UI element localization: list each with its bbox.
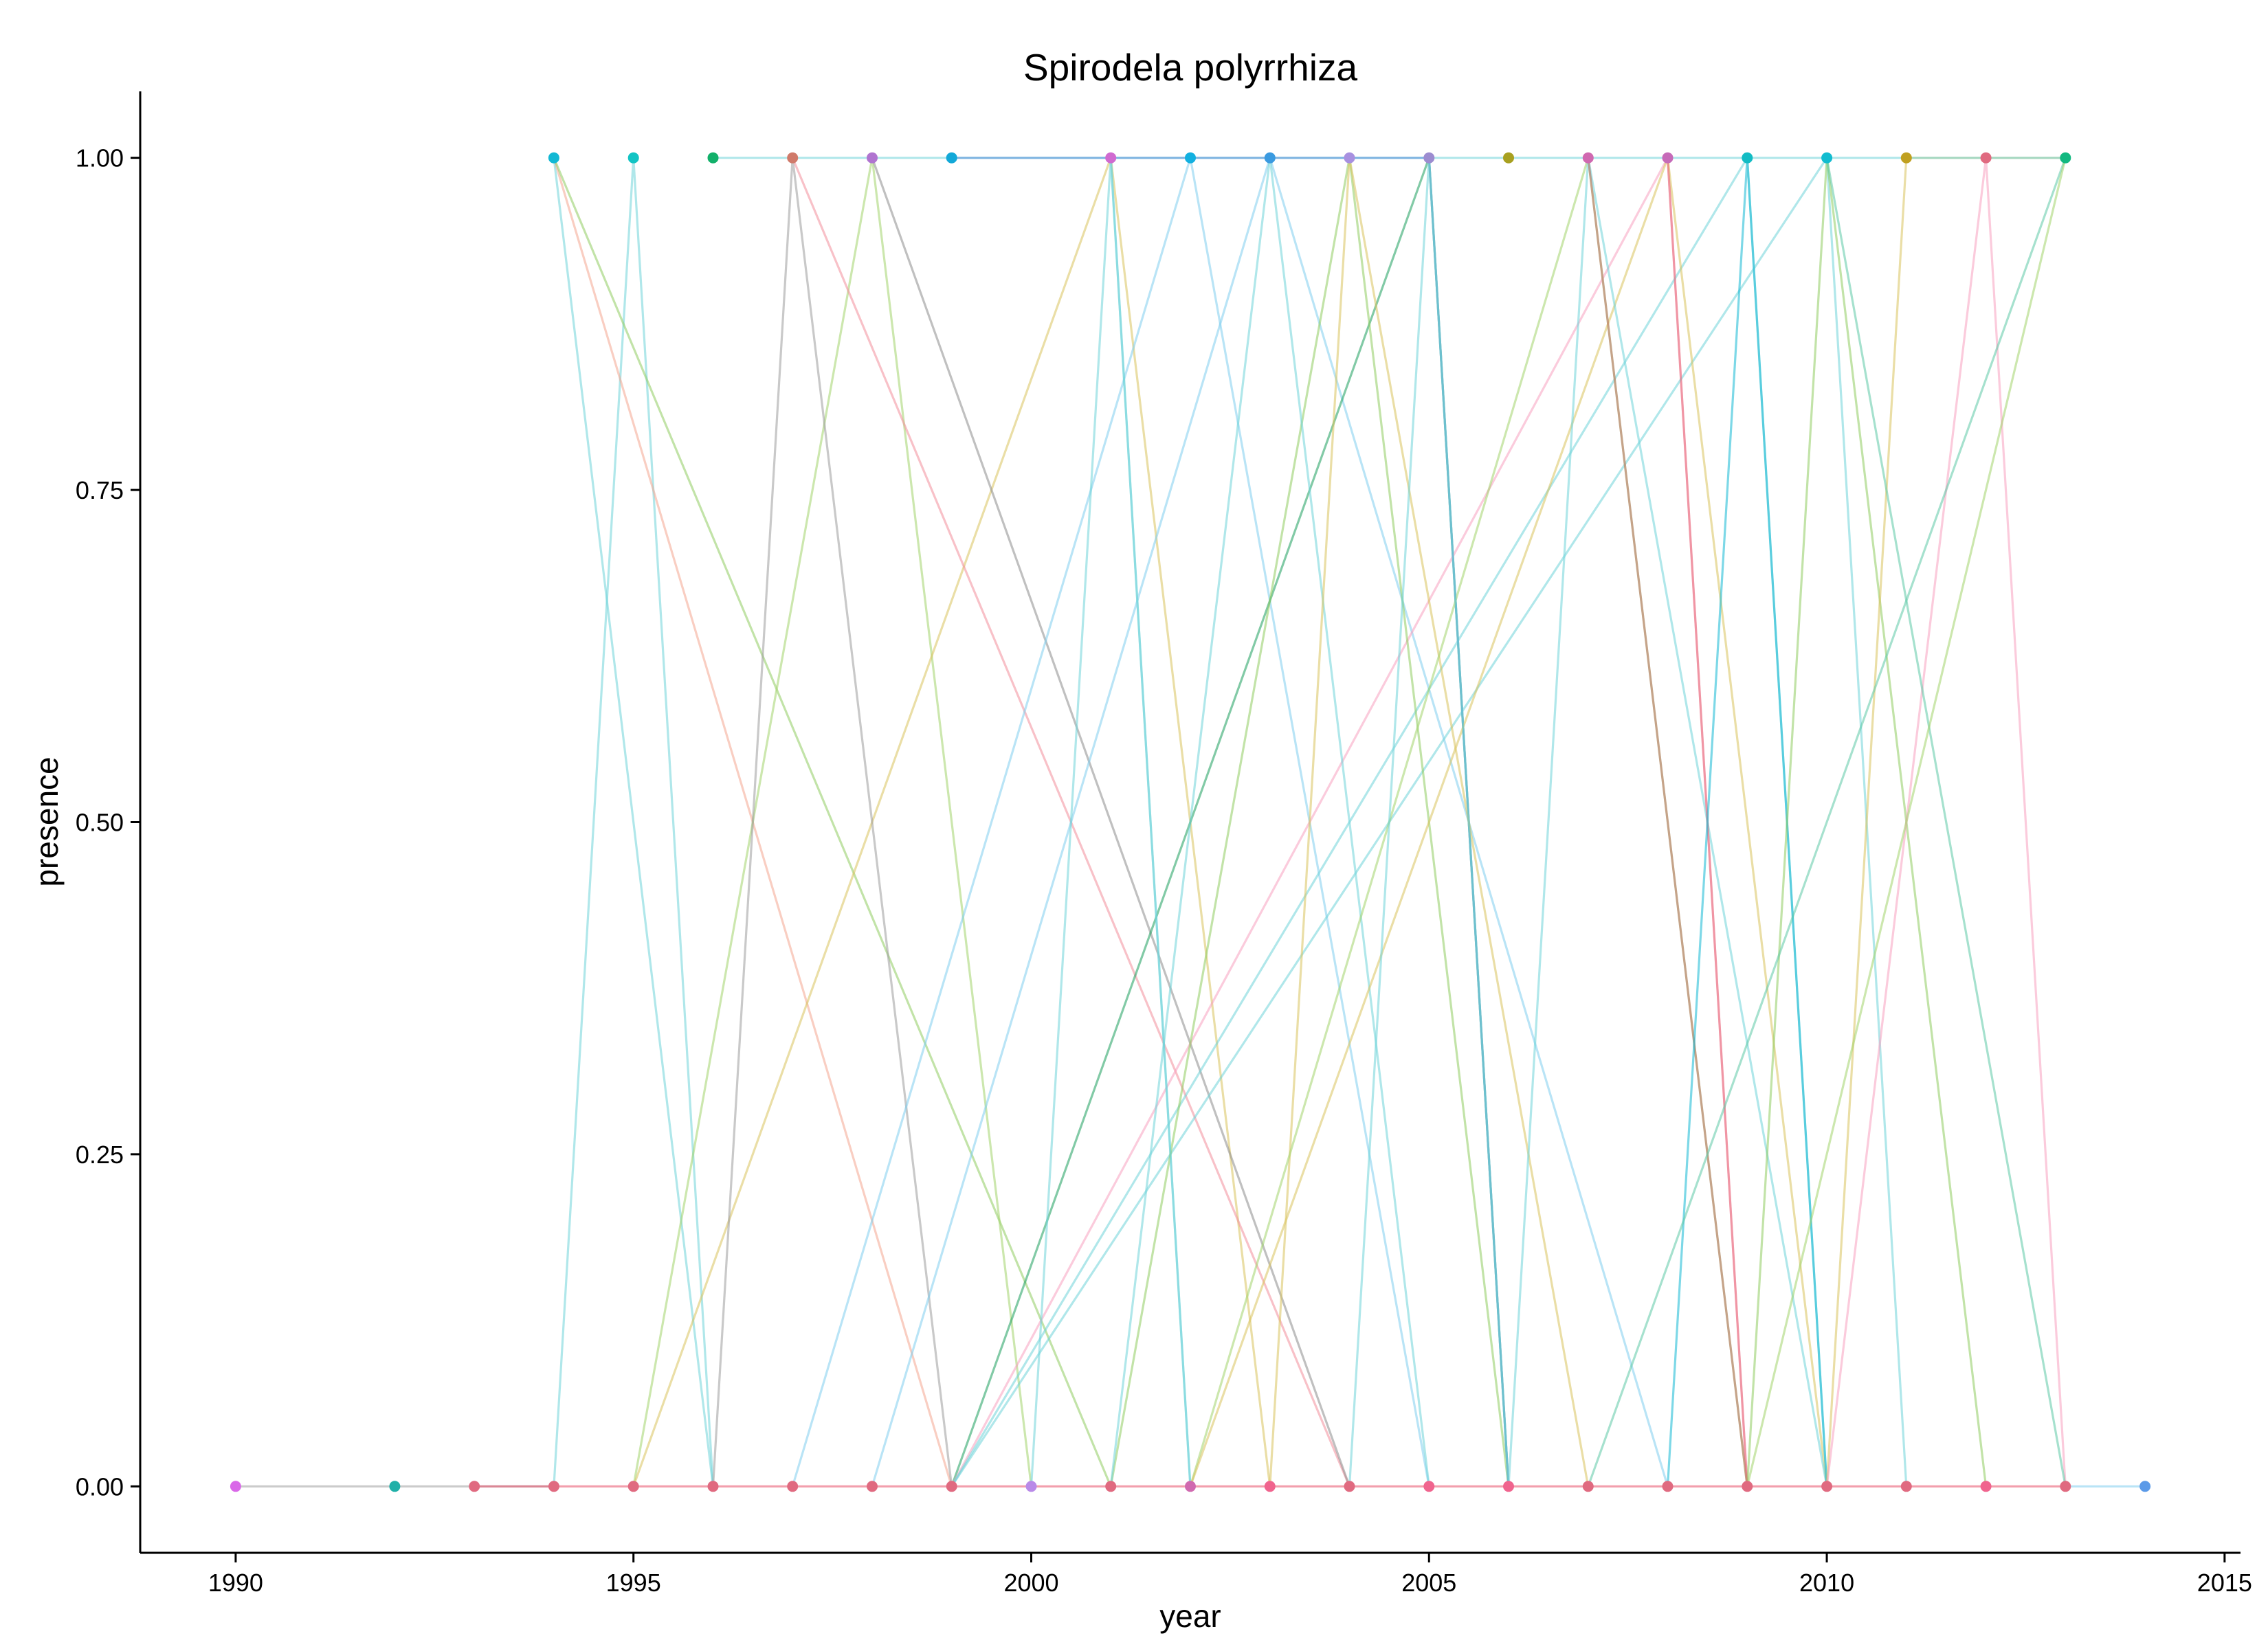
series-lines bbox=[234, 157, 2146, 1488]
series-line-4 bbox=[553, 157, 1112, 1488]
data-point-1998-absent bbox=[867, 1481, 878, 1492]
data-point-2010-absent bbox=[1821, 1481, 1833, 1492]
data-point-1995-absent bbox=[627, 1481, 639, 1492]
data-point-2012-present bbox=[1980, 152, 1992, 164]
data-point-2011-absent bbox=[1900, 1481, 1912, 1492]
x-axis-ticks: 1990 1995 2000 2005 2010 2015 bbox=[208, 1553, 2252, 1597]
x-tick-label-1990: 1990 bbox=[208, 1569, 263, 1597]
series-line-22 bbox=[1189, 157, 1828, 1488]
data-point-2011-present bbox=[1900, 152, 1912, 164]
data-point-1992-absent bbox=[389, 1481, 401, 1492]
data-point-1999-absent bbox=[946, 1481, 957, 1492]
data-point-2004-present bbox=[1344, 152, 1355, 164]
x-tick-label-2000: 2000 bbox=[1003, 1569, 1058, 1597]
x-tick-label-2010: 2010 bbox=[1799, 1569, 1854, 1597]
data-point-1994-present bbox=[548, 152, 559, 164]
data-point-2001-present bbox=[1105, 152, 1117, 164]
data-point-2009-present bbox=[1742, 152, 1753, 164]
data-point-2007-present bbox=[1582, 152, 1594, 164]
data-point-1997-absent bbox=[787, 1481, 799, 1492]
data-point-1997-present bbox=[787, 152, 799, 164]
y-tick-label-1.00: 1.00 bbox=[76, 144, 124, 172]
y-tick-label-0.25: 0.25 bbox=[76, 1141, 124, 1169]
y-tick-label-0.00: 0.00 bbox=[76, 1472, 124, 1501]
data-point-2002-absent bbox=[1185, 1481, 1196, 1492]
data-point-2005-present bbox=[1423, 152, 1435, 164]
x-tick-label-2005: 2005 bbox=[1401, 1569, 1456, 1597]
series-line-31 bbox=[1109, 157, 1192, 1488]
y-axis-ticks: 0.00 0.25 0.50 0.75 1.00 bbox=[76, 144, 140, 1501]
data-point-2003-absent bbox=[1264, 1481, 1276, 1492]
y-tick-label-0.50: 0.50 bbox=[76, 809, 124, 837]
data-point-2013-absent bbox=[2060, 1481, 2071, 1492]
data-point-2001-absent bbox=[1105, 1481, 1117, 1492]
data-points bbox=[230, 152, 2151, 1492]
data-point-2002-present bbox=[1185, 152, 1196, 164]
data-point-2005-absent bbox=[1423, 1481, 1435, 1492]
series-line-1 bbox=[553, 157, 715, 1488]
y-axis-title: presence bbox=[29, 756, 65, 886]
data-point-1990-absent bbox=[230, 1481, 241, 1492]
data-point-1998-present bbox=[867, 152, 878, 164]
data-point-2014-absent bbox=[2139, 1481, 2151, 1492]
x-tick-label-1995: 1995 bbox=[606, 1569, 661, 1597]
data-point-2003-present bbox=[1264, 152, 1276, 164]
data-point-2010-present bbox=[1821, 152, 1833, 164]
data-point-2008-absent bbox=[1662, 1481, 1674, 1492]
data-point-1994-absent bbox=[548, 1481, 559, 1492]
data-point-2013-present bbox=[2060, 152, 2071, 164]
data-point-2008-present bbox=[1662, 152, 1674, 164]
data-point-2000-absent bbox=[1025, 1481, 1037, 1492]
y-tick-label-0.75: 0.75 bbox=[76, 476, 124, 504]
data-point-1999-present bbox=[946, 152, 957, 164]
data-point-1996-present bbox=[707, 152, 719, 164]
data-point-1996-absent bbox=[707, 1481, 719, 1492]
series-line-9 bbox=[871, 157, 1351, 1488]
series-line-34 bbox=[1746, 157, 2067, 1488]
series-line-32 bbox=[1587, 157, 2067, 1488]
x-tick-label-2015: 2015 bbox=[2197, 1569, 2252, 1597]
series-line-18 bbox=[1109, 157, 1430, 1488]
data-point-2006-present bbox=[1503, 152, 1514, 164]
data-point-1995-present bbox=[627, 152, 639, 164]
data-point-2006-absent bbox=[1503, 1481, 1514, 1492]
series-line-25 bbox=[1587, 157, 1748, 1488]
data-point-2007-absent bbox=[1582, 1481, 1594, 1492]
series-line-33 bbox=[1825, 157, 2067, 1488]
data-point-2004-absent bbox=[1344, 1481, 1355, 1492]
data-point-2012-absent bbox=[1980, 1481, 1992, 1492]
data-point-2009-absent bbox=[1742, 1481, 1753, 1492]
chart-title: Spirodela polyrrhiza bbox=[1023, 46, 1357, 89]
data-point-1993-absent bbox=[469, 1481, 480, 1492]
x-axis-title: year bbox=[1159, 1598, 1221, 1634]
